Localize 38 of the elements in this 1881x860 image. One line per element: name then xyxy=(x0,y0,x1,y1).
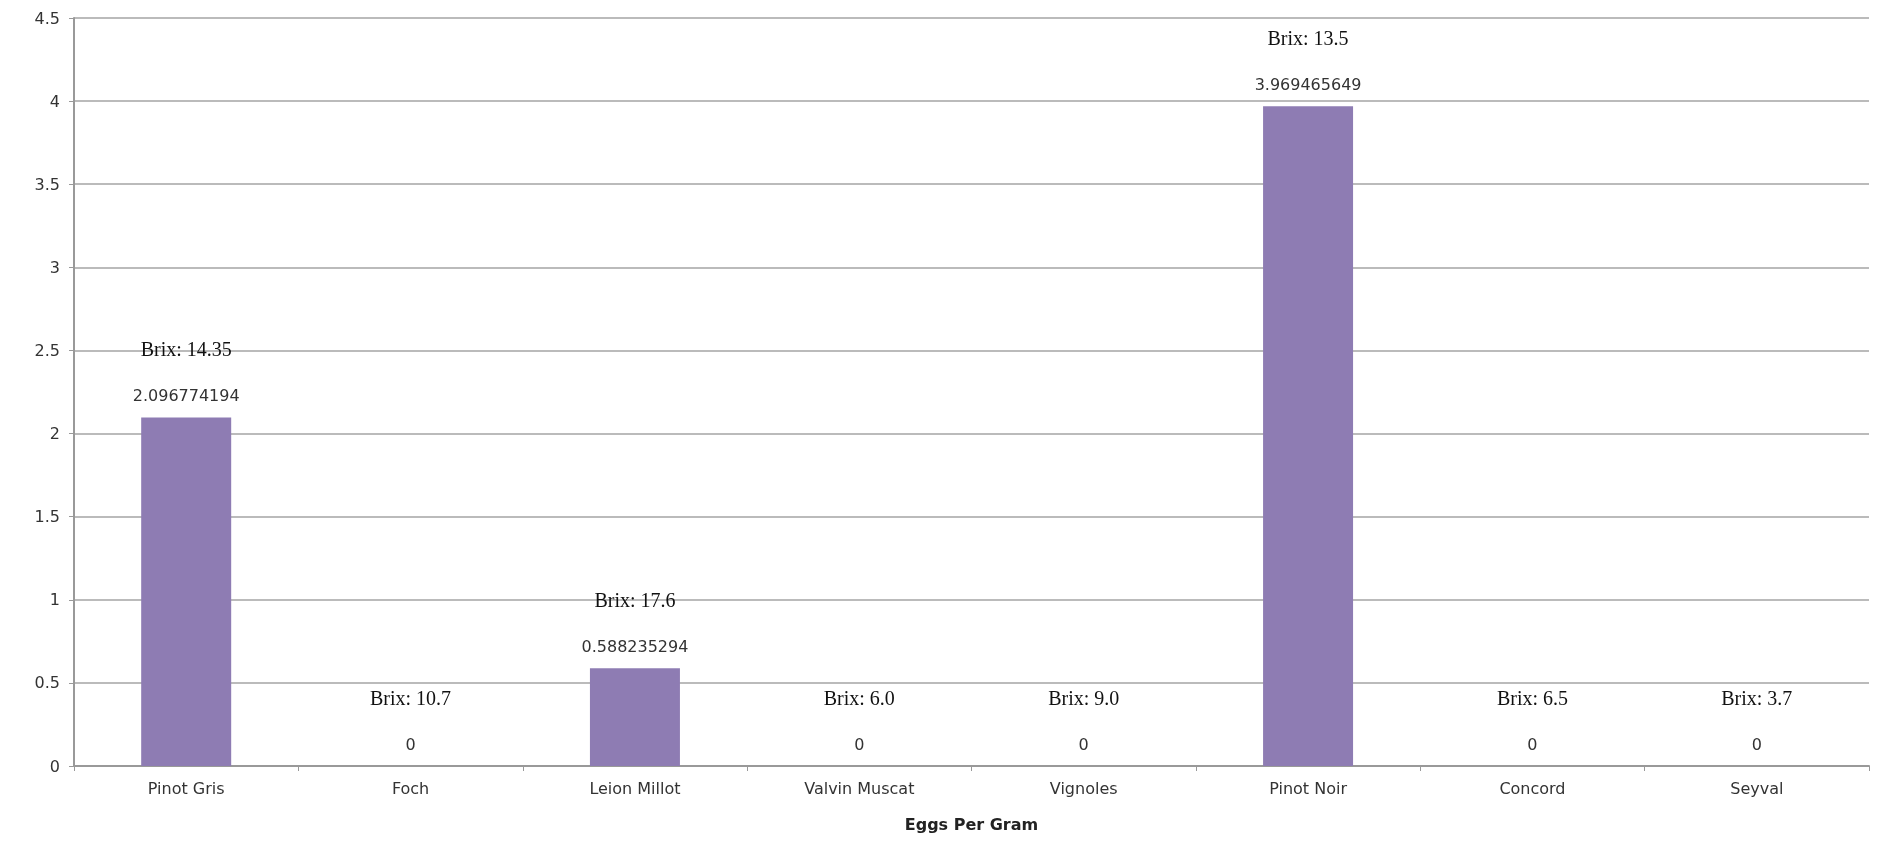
x-tick-label: Vignoles xyxy=(1049,778,1118,798)
annotation: Brix: 6.0 xyxy=(823,687,895,709)
data-label: 0 xyxy=(1527,734,1538,754)
data-label: 0.588235294 xyxy=(581,636,689,656)
data-label: 0 xyxy=(1751,734,1762,754)
y-tick-label: 4.5 xyxy=(34,8,60,28)
y-tick-label: 0.5 xyxy=(34,673,60,693)
x-tick-label: Concord xyxy=(1499,778,1566,798)
y-tick-label: 4 xyxy=(49,91,60,111)
annotation: Brix: 10.7 xyxy=(370,687,452,709)
x-tick-label: Seyval xyxy=(1730,778,1784,798)
annotation: Brix: 6.5 xyxy=(1496,687,1568,709)
y-tick-label: 1.5 xyxy=(34,507,60,527)
annotation: Brix: 9.0 xyxy=(1048,687,1120,709)
annotation: Brix: 13.5 xyxy=(1267,27,1349,50)
y-tick-label: 1 xyxy=(49,590,60,610)
data-label: 3.969465649 xyxy=(1254,74,1362,94)
data-label: 0 xyxy=(405,734,416,754)
bar xyxy=(1263,106,1354,766)
x-tick-label: Pinot Noir xyxy=(1269,778,1348,798)
data-label: 0 xyxy=(1078,734,1089,754)
x-tick-label: Leion Millot xyxy=(589,778,681,798)
y-tick-label: 3 xyxy=(49,257,60,277)
x-tick-label: Pinot Gris xyxy=(147,778,225,798)
y-tick-label: 2.5 xyxy=(34,340,60,360)
y-tick-label: 2 xyxy=(49,424,60,444)
annotation: Brix: 17.6 xyxy=(594,589,676,612)
bar xyxy=(141,417,232,766)
x-tick-label: Valvin Muscat xyxy=(804,778,915,798)
x-tick-label: Foch xyxy=(391,778,430,798)
y-tick-label: 0 xyxy=(49,756,60,776)
x-axis-title: Eggs Per Gram xyxy=(904,814,1039,834)
annotation: Brix: 14.35 xyxy=(140,338,232,361)
bar xyxy=(589,668,680,766)
data-label: 2.096774194 xyxy=(132,385,240,405)
annotation: Brix: 3.7 xyxy=(1721,687,1793,709)
y-tick-label: 3.5 xyxy=(34,174,60,194)
data-label: 0 xyxy=(854,734,865,754)
